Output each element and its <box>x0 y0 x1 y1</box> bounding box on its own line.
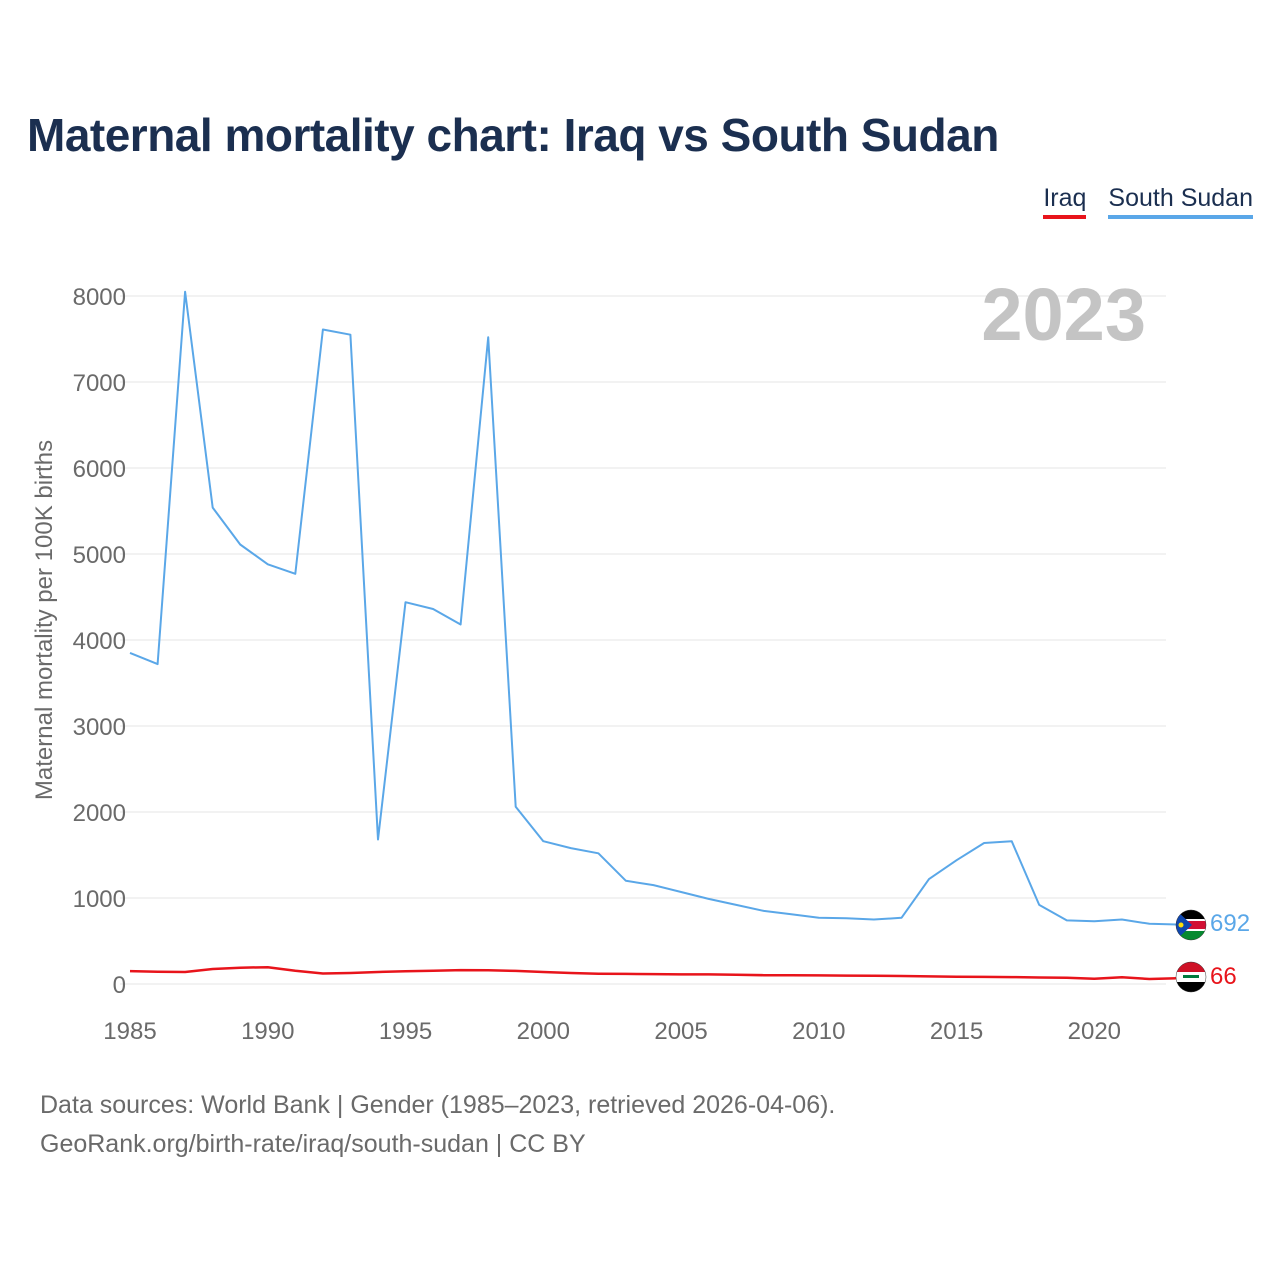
legend: Iraq South Sudan <box>1043 184 1253 219</box>
y-tick-label-1000: 1000 <box>73 886 126 913</box>
x-tick-label-1985: 1985 <box>103 1018 156 1045</box>
series-line-south_sudan <box>129 290 1178 926</box>
y-tick-label-4000: 4000 <box>73 628 126 655</box>
x-axis-ticks: 1985 1990 1995 2000 2005 2010 2015 2020 <box>103 1018 1121 1045</box>
footer: Data sources: World Bank | Gender (1985–… <box>40 1086 835 1164</box>
x-tick-label-2010: 2010 <box>792 1018 845 1045</box>
x-tick-label-1990: 1990 <box>241 1018 294 1045</box>
gridlines <box>120 295 1166 985</box>
year-label: 2023 <box>981 273 1146 356</box>
y-tick-label-8000: 8000 <box>73 284 126 311</box>
y-axis-label: Maternal mortality per 100K births <box>31 440 58 800</box>
x-tick-label-2015: 2015 <box>930 1018 983 1045</box>
y-tick-label-0: 0 <box>113 972 126 999</box>
x-tick-label-2020: 2020 <box>1068 1018 1121 1045</box>
iraq-flag-icon <box>1175 961 1207 993</box>
y-tick-label-7000: 7000 <box>73 370 126 397</box>
y-tick-label-3000: 3000 <box>73 714 126 741</box>
data-source-note: Data sources: World Bank | Gender (1985–… <box>40 1091 836 1119</box>
series-lines <box>129 290 1178 981</box>
source-link[interactable]: GeoRank.org/birth-rate/iraq/south-sudan … <box>40 1130 586 1158</box>
legend-item-iraq[interactable]: Iraq <box>1043 184 1087 219</box>
x-tick-label-2005: 2005 <box>654 1018 707 1045</box>
x-tick-label-1995: 1995 <box>379 1018 432 1045</box>
series-line-iraq <box>129 965 1178 981</box>
x-tick-label-2000: 2000 <box>517 1018 570 1045</box>
end-value-label-south-sudan: 692 <box>1210 910 1250 937</box>
end-value-label-iraq: 66 <box>1210 963 1237 990</box>
legend-item-south-sudan[interactable]: South Sudan <box>1108 184 1253 219</box>
y-tick-label-6000: 6000 <box>73 456 126 483</box>
y-tick-label-5000: 5000 <box>73 542 126 569</box>
y-tick-label-2000: 2000 <box>73 800 126 827</box>
south-sudan-flag-icon <box>1175 909 1207 941</box>
y-axis-ticks: 0 1000 2000 3000 4000 5000 6000 7000 8000 <box>73 284 126 999</box>
chart-title: Maternal mortality chart: Iraq vs South … <box>27 109 999 161</box>
